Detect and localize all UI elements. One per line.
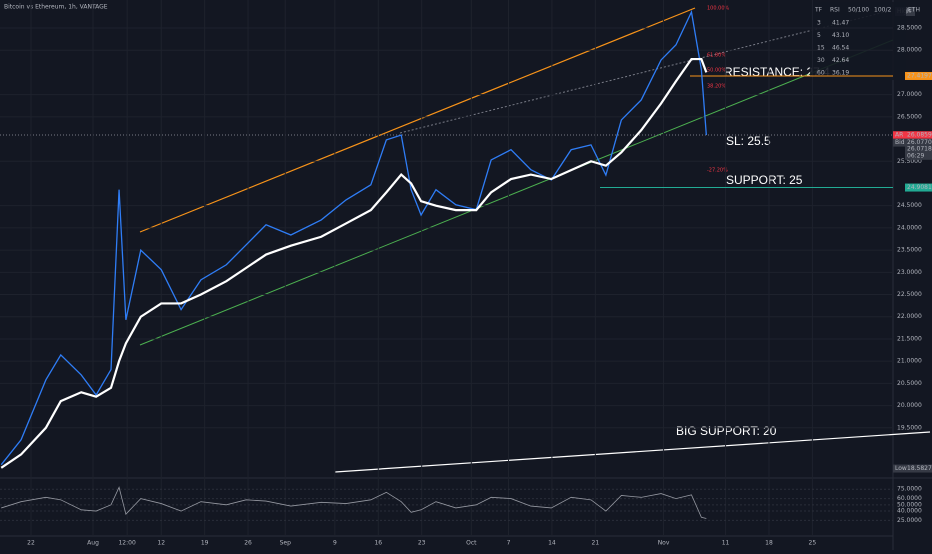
x-tick-label: Sep — [280, 540, 292, 547]
rsi-tick-label: 50.0000 — [897, 501, 922, 508]
big-support-line — [334, 431, 931, 473]
table-header: 100/2 — [874, 7, 891, 14]
y-tick-label: 22.5000 — [897, 291, 922, 298]
annotation: SUPPORT: 25 — [726, 173, 803, 187]
x-tick-label: 9 — [333, 540, 337, 547]
channel-mid — [399, 9, 894, 134]
table-cell: 43.10 — [832, 32, 849, 39]
price-label-prefix: Low — [895, 465, 907, 472]
x-tick-label: 11 — [722, 540, 730, 547]
y-tick-label: 28.5000 — [897, 24, 922, 31]
x-tick-label: Aug — [87, 540, 99, 547]
y-tick-label: 23.0000 — [897, 269, 922, 276]
table-header: ETH — [908, 7, 920, 14]
table-header: RSI — [830, 7, 840, 14]
price-label-prefix: Bid — [895, 139, 905, 146]
x-tick-label: Nov — [658, 540, 670, 547]
x-tick-label: 26 — [244, 540, 252, 547]
y-tick-label: 19.5000 — [897, 424, 922, 431]
x-tick-label: 7 — [507, 540, 511, 547]
price-label: 26.0718 — [907, 145, 932, 152]
x-tick-label: 16 — [374, 540, 382, 547]
channel-top — [139, 7, 696, 233]
table-cell: 30 — [817, 57, 825, 64]
y-tick-label: 23.5000 — [897, 247, 922, 254]
x-tick-label: 19 — [201, 540, 209, 547]
x-tick-label: 25 — [809, 540, 817, 547]
price-label-box — [905, 144, 932, 160]
table-cell: 41.47 — [832, 20, 849, 27]
x-tick-label: 21 — [592, 540, 600, 547]
y-tick-label: 20.0000 — [897, 402, 922, 409]
y-tick-label: 24.5000 — [897, 202, 922, 209]
y-tick-label: 21.0000 — [897, 358, 922, 365]
table-cell: 42.64 — [832, 57, 849, 64]
table-cell: 5 — [817, 32, 821, 39]
y-tick-label: 24.0000 — [897, 224, 922, 231]
price-line — [0, 9, 707, 466]
price-label-time: 06:29 — [907, 152, 924, 159]
fib-label: -27.20% — [707, 168, 728, 174]
x-tick-label: 14 — [548, 540, 556, 547]
price-label: 18.5827 — [907, 465, 932, 472]
price-label-box — [905, 71, 932, 80]
y-tick-label: 21.5000 — [897, 335, 922, 342]
fib-label: 100.00% — [707, 6, 729, 12]
y-tick-label: 22.0000 — [897, 313, 922, 320]
y-tick-label: 28.0000 — [897, 47, 922, 54]
rsi-tick-label: 25.0000 — [897, 517, 922, 524]
fib-label: 61.80% — [707, 53, 726, 59]
price-label-box — [893, 464, 932, 473]
table-cell: 15 — [817, 45, 825, 52]
price-label: 26.0770 — [907, 139, 932, 146]
x-tick-label: 12:00 — [118, 540, 135, 547]
table-cell: 60 — [817, 70, 825, 77]
table-header: TF — [814, 7, 823, 14]
title: Bitcoin vs Ethereum, 1h, VANTAGE — [4, 4, 108, 11]
table-header: 50/100 — [848, 7, 869, 14]
rsi-table — [810, 2, 906, 80]
price-label-box — [893, 138, 932, 147]
table-cell: 3 — [817, 20, 821, 27]
price-label-box — [905, 183, 932, 192]
annotation: BIG SUPPORT: 20 — [676, 424, 777, 438]
rsi-tick-label: 75.0000 — [897, 486, 922, 493]
price-label: 24.9081 — [907, 184, 932, 191]
price-label: 27.4197 — [907, 72, 932, 79]
fib-label: 38.20% — [707, 84, 726, 90]
y-tick-label: 27.0000 — [897, 91, 922, 98]
y-tick-label: 25.5000 — [897, 158, 922, 165]
rsi-tick-label: 40.0000 — [897, 508, 922, 515]
price-label-prefix: AR — [895, 132, 903, 139]
rsi-line — [1, 486, 707, 519]
annotation: SL: 25.5 — [726, 134, 771, 148]
x-tick-label: 18 — [765, 540, 773, 547]
y-tick-label: 20.5000 — [897, 380, 922, 387]
table-cell: 46.54 — [832, 45, 849, 52]
price-line — [0, 57, 708, 469]
y-tick-label: 26.5000 — [897, 113, 922, 120]
price-label: 26.0859 — [907, 132, 932, 139]
rsi-tick-label: 60.0000 — [897, 495, 922, 502]
table-cell: 36.19 — [832, 70, 849, 77]
x-tick-label: 22 — [27, 540, 35, 547]
x-tick-label: Oct — [466, 540, 477, 547]
fib-label: 50.00% — [707, 68, 726, 74]
x-tick-label: 12 — [157, 540, 165, 547]
price-label-box — [893, 131, 932, 140]
x-tick-label: 23 — [418, 540, 426, 547]
